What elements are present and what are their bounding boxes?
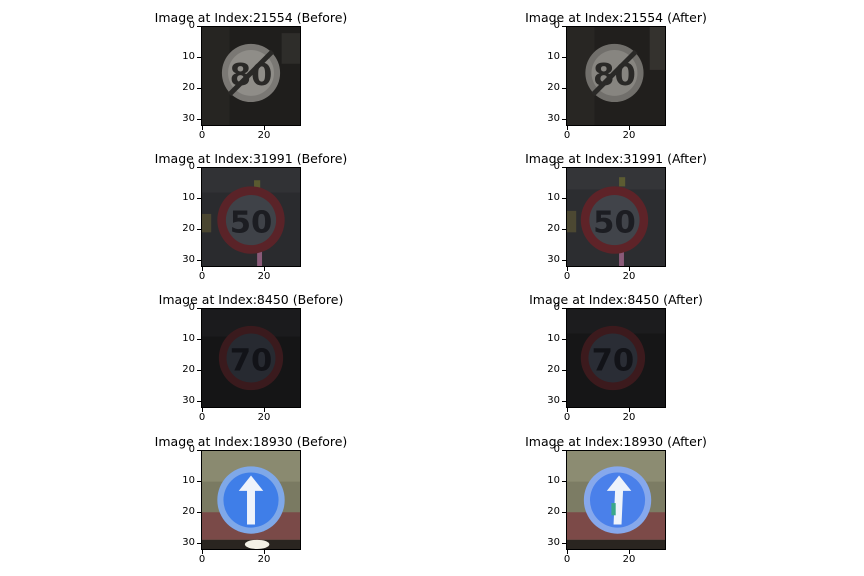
y-tick-label: 20 <box>547 364 560 375</box>
y-tick-label: 30 <box>547 113 560 124</box>
panel-31991-before: Image at Index:31991 (Before) 50 0 10 20… <box>155 151 348 282</box>
svg-text:70: 70 <box>592 343 635 378</box>
panel-title: Image at Index:21554 (Before) <box>154 10 348 25</box>
x-tick-label: 0 <box>563 554 571 565</box>
x-tick-label: 0 <box>198 271 206 282</box>
x-tick-label: 0 <box>198 130 206 141</box>
panel-21554-after: Image at Index:21554 (After) 80 0 10 20 … <box>525 10 707 141</box>
panel-title: Image at Index:21554 (After) <box>525 10 707 25</box>
sign-image-end-speed-80: 80 <box>566 26 666 126</box>
panel-title: Image at Index:18930 (Before) <box>154 434 348 449</box>
sign-image-ahead-only <box>566 450 666 550</box>
x-tick-label: 20 <box>257 554 271 565</box>
y-tick-label: 30 <box>182 254 195 265</box>
sign-image-end-speed-80: 80 <box>201 26 301 126</box>
y-tick-label: 30 <box>182 395 195 406</box>
y-tick-label: 10 <box>182 333 195 344</box>
y-tick-label: 0 <box>553 161 560 172</box>
y-tick-label: 30 <box>547 254 560 265</box>
x-tick-label: 20 <box>622 554 636 565</box>
y-tick-label: 0 <box>188 161 195 172</box>
panel-18930-before: Image at Index:18930 (Before) 0 10 20 30… <box>155 434 348 565</box>
panel-title: Image at Index:8450 (After) <box>529 292 703 307</box>
panel-title: Image at Index:8450 (Before) <box>158 292 344 307</box>
x-tick-label: 0 <box>198 554 206 565</box>
x-tick-label: 0 <box>198 412 206 423</box>
y-tick-label: 10 <box>182 475 195 486</box>
y-tick-label: 0 <box>553 302 560 313</box>
y-tick-label: 20 <box>182 506 195 517</box>
x-tick-label: 20 <box>622 412 636 423</box>
y-tick-label: 10 <box>547 333 560 344</box>
svg-text:50: 50 <box>230 205 273 240</box>
y-tick-label: 30 <box>182 537 195 548</box>
sign-image-ahead-only <box>201 450 301 550</box>
x-tick-label: 0 <box>563 130 571 141</box>
panel-8450-before: Image at Index:8450 (Before) 70 0 10 20 … <box>159 292 344 423</box>
y-tick-label: 30 <box>547 395 560 406</box>
y-tick-label: 20 <box>547 506 560 517</box>
panel-18930-after: Image at Index:18930 (After) 0 10 20 30 … <box>525 434 707 565</box>
panel-21554-before: Image at Index:21554 (Before) 80 0 10 20… <box>155 10 348 141</box>
panel-title: Image at Index:31991 (After) <box>525 151 707 166</box>
y-tick-label: 10 <box>547 51 560 62</box>
sign-image-speed-limit-50: 50 <box>566 167 666 267</box>
svg-text:50: 50 <box>593 205 636 240</box>
y-tick-label: 0 <box>553 444 560 455</box>
y-tick-label: 0 <box>188 444 195 455</box>
y-tick-label: 20 <box>182 223 195 234</box>
x-tick-label: 20 <box>622 130 636 141</box>
y-tick-label: 10 <box>182 192 195 203</box>
x-tick-label: 0 <box>563 271 571 282</box>
y-tick-label: 30 <box>547 537 560 548</box>
y-tick-label: 0 <box>188 20 195 31</box>
x-tick-label: 20 <box>257 271 271 282</box>
svg-text:70: 70 <box>230 343 273 378</box>
x-tick-label: 0 <box>563 412 571 423</box>
y-tick-label: 20 <box>547 223 560 234</box>
x-tick-label: 20 <box>622 271 636 282</box>
y-tick-label: 20 <box>547 82 560 93</box>
y-tick-label: 0 <box>553 20 560 31</box>
y-tick-label: 0 <box>188 302 195 313</box>
y-tick-label: 10 <box>547 475 560 486</box>
y-tick-label: 10 <box>182 51 195 62</box>
y-tick-label: 10 <box>547 192 560 203</box>
sign-image-speed-limit-70: 70 <box>566 308 666 408</box>
y-tick-label: 30 <box>182 113 195 124</box>
panel-31991-after: Image at Index:31991 (After) 50 0 10 20 … <box>525 151 707 282</box>
y-tick-label: 20 <box>182 364 195 375</box>
panel-title: Image at Index:18930 (After) <box>525 434 707 449</box>
x-tick-label: 20 <box>257 130 271 141</box>
y-tick-label: 20 <box>182 82 195 93</box>
sign-image-speed-limit-70: 70 <box>201 308 301 408</box>
sign-image-speed-limit-50: 50 <box>201 167 301 267</box>
panel-8450-after: Image at Index:8450 (After) 70 0 10 20 3… <box>529 292 703 423</box>
x-tick-label: 20 <box>257 412 271 423</box>
panel-title: Image at Index:31991 (Before) <box>154 151 348 166</box>
